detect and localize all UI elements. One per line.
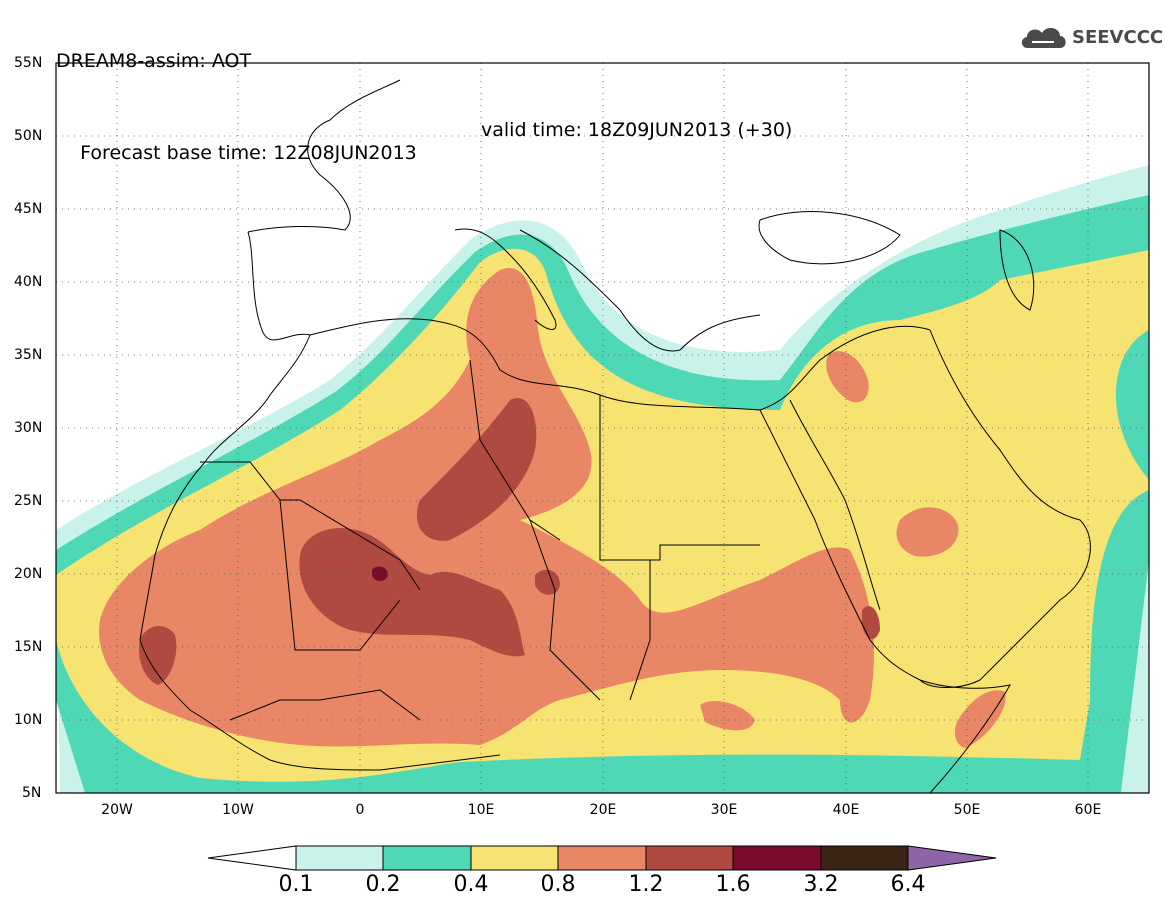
lon-label-20w: 20W (101, 802, 133, 818)
colorbar-high-arrow (907, 845, 997, 871)
coastlines (139, 79, 1091, 793)
colorbar-seg-2 (382, 845, 472, 871)
colorbar-label-1.2: 1.2 (628, 872, 664, 897)
colorbar (207, 845, 997, 871)
aot-band-0.8-horn (954, 690, 1006, 748)
colorbar-label-0.8: 0.8 (540, 872, 576, 897)
aot-band-1.2-chad (535, 569, 560, 595)
aot-band-0.8-somalia (700, 700, 755, 731)
colorbar-seg-5 (645, 845, 734, 871)
colorbar-label-3.2: 3.2 (803, 872, 839, 897)
lon-label-60e: 60E (1074, 802, 1102, 818)
aot-band-1.2-north (416, 398, 537, 541)
colorbar-seg-1 (295, 845, 384, 871)
title-line: DREAM8-assim: AOT (56, 50, 252, 72)
lat-label-25n: 25N (14, 493, 43, 509)
lon-label-10e: 10E (467, 802, 495, 818)
colorbar-low-arrow (207, 845, 297, 871)
lat-label-55n: 55N (14, 55, 43, 71)
lon-label-40e: 40E (832, 802, 860, 818)
aot-band-1.2-west (139, 625, 177, 685)
map-frame (55, 62, 1150, 794)
lat-label-30n: 30N (14, 420, 43, 436)
logo-text: SEEVCCC (1072, 26, 1164, 48)
lat-label-35n: 35N (14, 347, 43, 363)
aot-band-0.8-iraq (826, 351, 869, 403)
lon-label-30e: 30E (710, 802, 738, 818)
lon-label-0: 0 (355, 802, 365, 818)
lat-label-45n: 45N (14, 201, 43, 217)
colorbar-label-0.2: 0.2 (365, 872, 401, 897)
colorbar-seg-3 (470, 845, 559, 871)
lon-label-10w: 10W (222, 802, 254, 818)
cloud-icon (1021, 27, 1066, 48)
colorbar-label-0.1: 0.1 (278, 872, 314, 897)
aot-band-0.8-arabia (896, 507, 959, 557)
lon-label-50e: 50E (953, 802, 981, 818)
lon-label-20e: 20E (589, 802, 617, 818)
lat-label-50n: 50N (14, 128, 43, 144)
colorbar-label-1.6: 1.6 (715, 872, 751, 897)
lat-label-15n: 15N (14, 639, 43, 655)
aot-band-1.2-redsea (862, 606, 880, 640)
lat-label-40n: 40N (14, 274, 43, 290)
aot-field (56, 63, 1149, 793)
header: DREAM8-assim: AOT Forecast base time: 12… (56, 4, 792, 165)
colorbar-seg-4 (557, 845, 647, 871)
forecast-base-time: Forecast base time: 12Z08JUN2013 (80, 142, 417, 164)
colorbar-seg-7 (820, 845, 909, 871)
lat-label-20n: 20N (14, 566, 43, 582)
lat-label-5n: 5N (22, 785, 42, 801)
colorbar-seg-6 (732, 845, 822, 871)
valid-time: valid time: 18Z09JUN2013 (+30) (481, 119, 793, 141)
colorbar-label-0.4: 0.4 (453, 872, 489, 897)
colorbar-label-6.4: 6.4 (890, 872, 926, 897)
lat-label-10n: 10N (14, 712, 43, 728)
seevccc-logo: SEEVCCC (1018, 22, 1163, 52)
graticule (56, 63, 1149, 793)
aot-band-1.2 (299, 527, 525, 657)
